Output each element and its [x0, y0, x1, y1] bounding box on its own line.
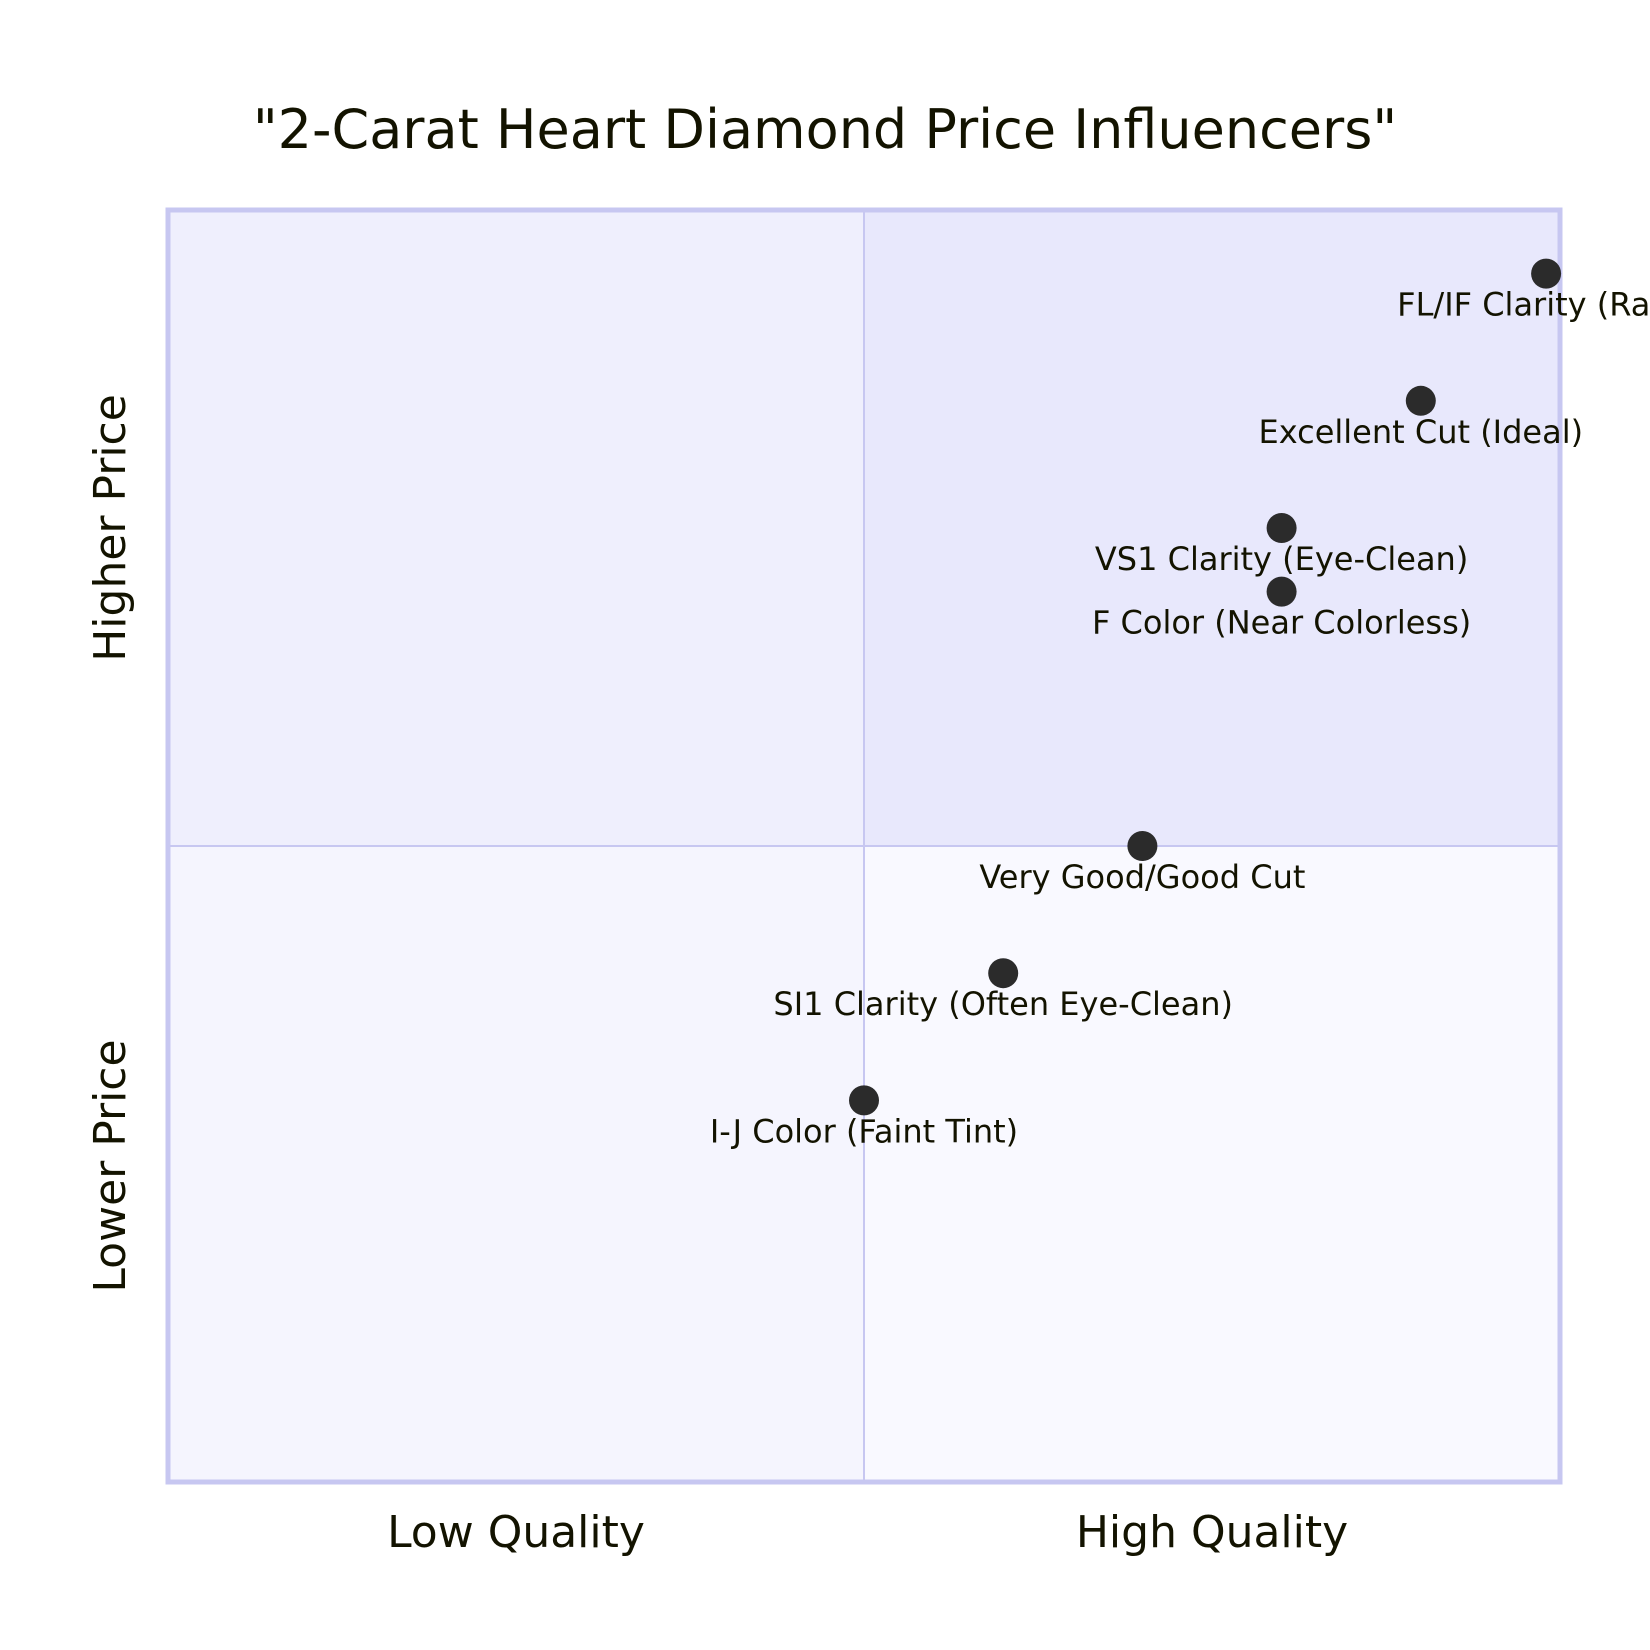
- data-point-label: Excellent Cut (Ideal): [1259, 413, 1584, 451]
- data-point-group: F Color (Near Colorless): [1092, 576, 1471, 642]
- data-point[interactable]: [1266, 513, 1297, 543]
- data-point-label: VS1 Clarity (Eye-Clean): [1095, 540, 1468, 578]
- data-point-group: FL/IF Clarity (Rare): [1397, 258, 1650, 324]
- x-axis-low-label: Low Quality: [387, 1507, 645, 1558]
- y-axis-low-label: Lower Price: [85, 1039, 136, 1292]
- plot-border: [165, 207, 1563, 1485]
- quadrant-bottom-left: [168, 846, 864, 1482]
- x-axis-high-label: High Quality: [1076, 1507, 1348, 1558]
- quadrant-top-left: [168, 210, 864, 846]
- data-point-group: Very Good/Good Cut: [979, 831, 1305, 896]
- quadrant-dividers: [168, 210, 1560, 1482]
- data-point[interactable]: [1266, 576, 1297, 607]
- quadrant-backgrounds: [168, 210, 1560, 1482]
- data-point[interactable]: [1405, 385, 1436, 416]
- data-point-group: VS1 Clarity (Eye-Clean): [1095, 513, 1468, 578]
- data-point-label: F Color (Near Colorless): [1092, 604, 1471, 642]
- y-axis-high-label: Higher Price: [85, 394, 136, 662]
- data-point[interactable]: [1127, 831, 1158, 861]
- data-point-group: Excellent Cut (Ideal): [1259, 385, 1584, 451]
- data-points: FL/IF Clarity (Rare) Excellent Cut (Ideal…: [710, 258, 1650, 1150]
- data-point[interactable]: [1531, 258, 1562, 289]
- data-point-label: Very Good/Good Cut: [979, 858, 1305, 896]
- data-point-group: I-J Color (Faint Tint): [710, 1085, 1018, 1150]
- data-point-label: I-J Color (Faint Tint): [710, 1112, 1018, 1150]
- quadrant-top-right: [864, 210, 1560, 846]
- chart-title: "2-Carat Heart Diamond Price Influencers…: [253, 98, 1397, 161]
- data-point-group: SI1 Clarity (Often Eye-Clean): [773, 958, 1233, 1023]
- data-point-label: SI1 Clarity (Often Eye-Clean): [773, 985, 1233, 1023]
- data-point[interactable]: [849, 1085, 879, 1116]
- quadrant-bottom-right: [864, 846, 1560, 1482]
- data-point-label: FL/IF Clarity (Rare): [1397, 286, 1650, 324]
- data-point[interactable]: [988, 958, 1019, 989]
